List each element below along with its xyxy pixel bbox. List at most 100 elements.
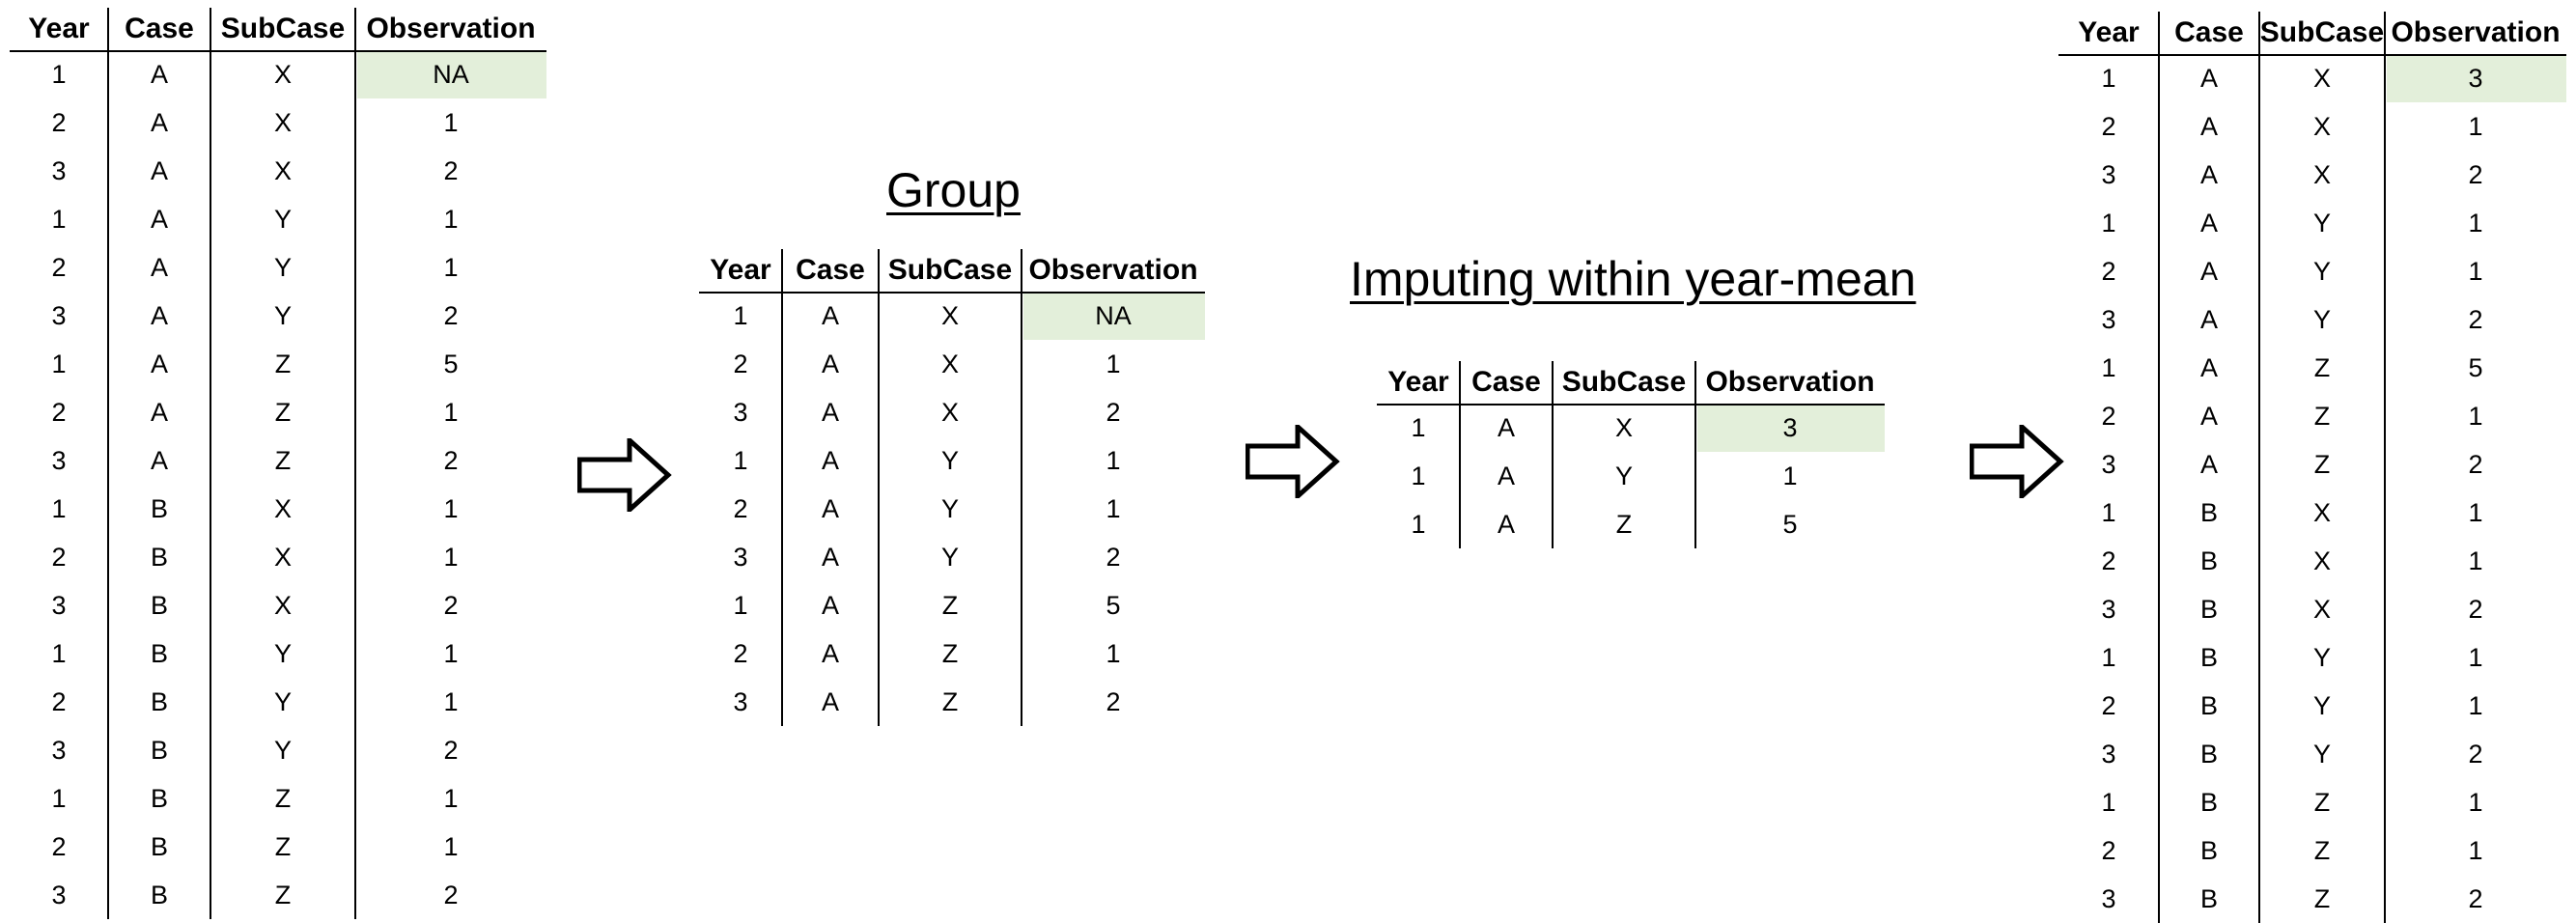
table-cell-subcase: X [1614,412,1633,442]
impute-table: Year Case SubCase Observation 1 A X 3 1 A Y 1 1 A Z 5 [1377,361,1885,548]
table-cell-year: 1 [1411,509,1426,539]
table-header [1377,361,1885,406]
table-cell-subcase: X [273,542,292,572]
table-cell-subcase: Y [940,493,959,523]
table-cell-subcase: X [940,300,959,330]
result-table: Year Case SubCase Observation 1 A X 3 2 A X 1 3 A X 2 1 A… [2058,12,2566,923]
table-cell-subcase: X [2312,497,2331,527]
table-cell-observation: 1 [2468,497,2483,527]
table-cell-case: B [2199,690,2218,720]
table-cell-year: 1 [733,445,748,475]
table-cell-observation: 1 [2468,401,2483,431]
table-cell-subcase: X [2312,594,2331,624]
table-cell-case: A [150,300,168,330]
table-cell-case: A [821,542,839,572]
column-divider [354,8,356,919]
column-divider [1552,361,1554,548]
table-cell-subcase: Z [2313,449,2331,479]
table-cell-year: 3 [2101,594,2116,624]
column-header-year: Year [710,254,771,286]
table-cell-case: B [2199,594,2218,624]
table-cell-year: 2 [2101,256,2116,286]
table-cell-year: 1 [51,783,67,813]
table-cell-case: A [821,445,839,475]
table-cell-observation: 2 [443,590,459,620]
table-cell-year: 2 [2101,401,2116,431]
table-cell-observation: 1 [2468,787,2483,817]
table-cell-year: 1 [51,59,67,89]
table-cell-subcase: Y [2312,642,2331,672]
table-cell-subcase: Y [2312,304,2331,334]
table-cell-case: A [150,397,168,427]
table-cell-observation: 1 [443,204,459,234]
table-cell-year: 3 [51,155,67,185]
table-cell-observation: 5 [1106,590,1121,620]
table-cell-observation: 1 [1106,638,1121,668]
table-cell-case: B [2199,883,2218,913]
table-cell-case: A [150,59,168,89]
table-cell-subcase: Y [273,204,292,234]
table-cell-case: A [1497,509,1515,539]
column-header-subcase: SubCase [2259,16,2385,48]
table-cell-observation: 2 [1106,542,1121,572]
table-cell-observation: 2 [443,735,459,765]
table-cell-year: 1 [2101,352,2116,382]
table-cell-subcase: Y [2312,739,2331,769]
table-cell-observation: NA [1095,300,1132,330]
column-header-observation: Observation [1705,366,1875,398]
table-cell-case: B [150,493,168,523]
table-cell-observation: 1 [1782,461,1798,490]
table-cell-subcase: X [273,590,292,620]
table-cell-year: 2 [51,397,67,427]
table-cell-subcase: X [273,493,292,523]
table-cell-case: B [150,542,168,572]
column-divider [781,249,783,726]
table-cell-case: B [150,880,168,909]
table-header [2058,12,2566,56]
table-cell-case: B [150,831,168,861]
table-cell-subcase: Z [274,445,292,475]
table-cell-subcase: Y [273,638,292,668]
table-cell-year: 1 [2101,642,2116,672]
table-cell-subcase: X [940,349,959,378]
table-cell-year: 2 [733,349,748,378]
table-cell-subcase: Z [1615,509,1633,539]
column-header-case: Case [796,254,865,286]
table-cell-case: B [2199,835,2218,865]
table-cell-subcase: Y [2312,208,2331,238]
table-header [10,8,546,52]
column-header-observation: Observation [2391,16,2561,48]
column-header-year: Year [28,13,90,44]
table-cell-observation: 5 [2468,352,2483,382]
table-cell-observation: 1 [2468,545,2483,575]
table-cell-observation: 1 [2468,208,2483,238]
table-cell-observation: 2 [2468,159,2483,189]
table-cell-case: A [2199,401,2218,431]
highlighted-cell-background [2387,56,2566,102]
right-arrow-icon [577,438,672,512]
right-arrow-icon [1246,425,1340,498]
table-cell-observation: 1 [2468,111,2483,141]
column-divider [1021,249,1022,726]
highlighted-cell-background [1697,406,1885,452]
table-cell-year: 1 [51,204,67,234]
table-cell-subcase: X [2312,159,2331,189]
table-cell-year: 3 [51,880,67,909]
highlighted-cell-background [1023,294,1205,340]
table-cell-subcase: Z [274,831,292,861]
table-cell-subcase: Y [2312,256,2331,286]
table-cell-case: A [2199,256,2218,286]
table-cell-subcase: Y [273,300,292,330]
column-header-subcase: SubCase [887,254,1013,286]
table-cell-case: B [150,783,168,813]
table-cell-year: 1 [2101,63,2116,93]
table-cell-subcase: Y [273,252,292,282]
table-cell-observation: 2 [443,880,459,909]
table-cell-year: 2 [2101,545,2116,575]
table-cell-case: B [2199,545,2218,575]
table-cell-subcase: Z [941,686,959,716]
table-cell-observation: 2 [2468,739,2483,769]
table-cell-subcase: X [273,107,292,137]
table-cell-year: 3 [2101,449,2116,479]
column-header-subcase: SubCase [1561,366,1687,398]
